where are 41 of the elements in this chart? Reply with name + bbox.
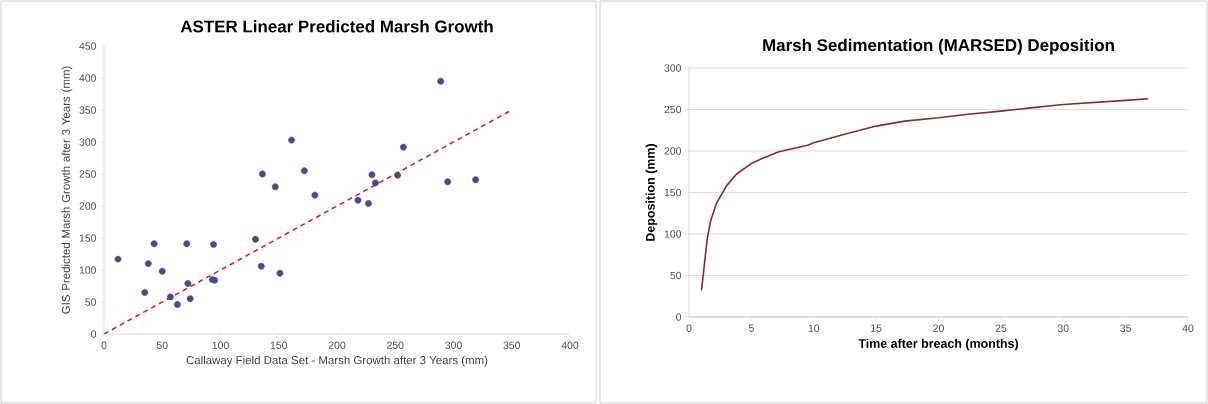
y-tick-label: 250	[664, 105, 682, 114]
x-axis-title: Callaway Field Data Set - Marsh Growth after 3 Years (mm)	[186, 355, 488, 367]
x-tick-label: 35	[1120, 324, 1132, 332]
x-tick-label: 200	[328, 341, 346, 349]
x-tick-label: 100	[212, 341, 229, 349]
y-tick-label: 0	[676, 313, 682, 321]
x-axis-title: Time after breach (months)	[858, 338, 1019, 351]
y-tick-label: 50	[670, 271, 682, 280]
y-tick-label: 100	[79, 266, 97, 274]
y-tick-label: 400	[79, 74, 97, 82]
y-tick-label: 300	[79, 138, 97, 146]
x-tick-label: 50	[156, 341, 168, 349]
y-tick-label: 0	[91, 330, 97, 338]
y-tick-label: 350	[79, 106, 97, 114]
x-tick-label: 25	[995, 324, 1007, 332]
x-tick-label: 5	[748, 324, 754, 332]
y-tick-label: 100	[664, 230, 682, 238]
x-tick-label: 30	[1057, 324, 1069, 332]
y-tick-label: 200	[664, 147, 682, 155]
y-axis-title: Deposition (mm)	[645, 144, 658, 241]
y-axis-title: GIS Predicted Marsh Growth after 3 Years (mm)	[61, 66, 73, 314]
x-tick-label: 0	[101, 341, 107, 349]
y-tick-label: 150	[79, 234, 97, 242]
x-tick-label: 10	[808, 324, 820, 332]
y-tick-label: 200	[79, 202, 97, 210]
x-tick-label: 150	[270, 341, 288, 349]
y-tick-label: 50	[85, 298, 97, 306]
x-tick-label: 0	[686, 324, 692, 332]
y-tick-label: 250	[79, 170, 97, 178]
x-tick-label: 15	[871, 324, 882, 332]
x-tick-label: 350	[503, 341, 521, 349]
y-tick-label: 150	[664, 188, 682, 197]
x-tick-label: 400	[561, 341, 579, 349]
x-tick-label: 20	[933, 324, 944, 332]
x-tick-label: 40	[1182, 324, 1194, 332]
chart-title: Marsh Sedimentation (MARSED) Deposition	[763, 38, 1114, 55]
chart-title: ASTER Linear Predicted Marsh Growth	[180, 20, 493, 33]
x-tick-label: 250	[387, 341, 404, 349]
x-tick-label: 300	[445, 341, 462, 349]
y-tick-label: 300	[664, 64, 682, 72]
y-tick-label: 450	[79, 42, 97, 50]
